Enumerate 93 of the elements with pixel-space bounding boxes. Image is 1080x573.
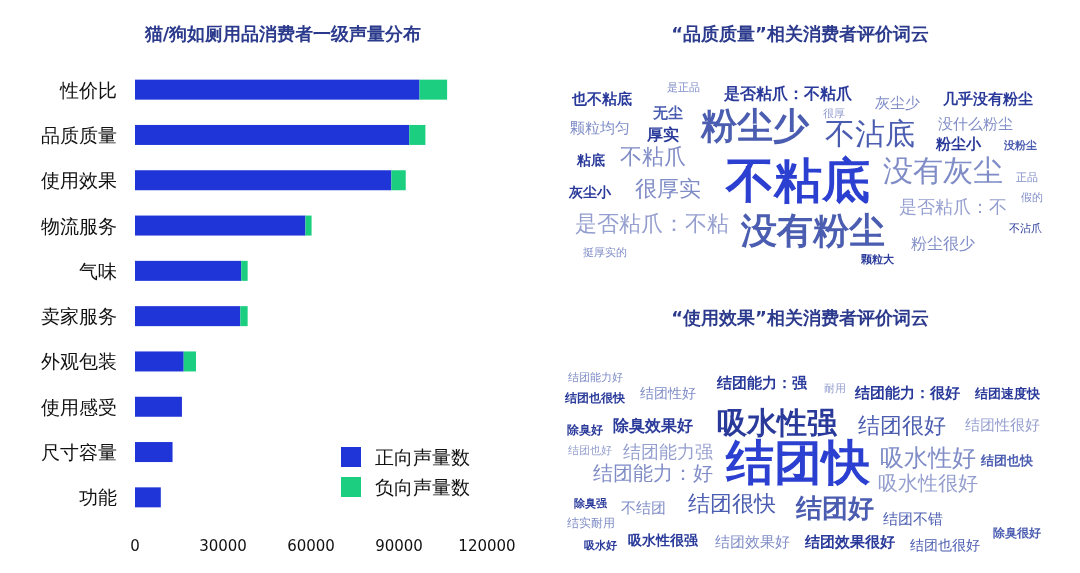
text: 结团能力：很好: [853, 384, 960, 403]
text: 吸水性好: [880, 443, 976, 472]
y-tick-label: 外观包装: [41, 350, 117, 373]
text: 除臭很好: [993, 526, 1041, 541]
text: 结团能力强: [623, 441, 713, 463]
text: 厚实: [646, 124, 679, 144]
text: 结团很好: [858, 412, 946, 438]
text: 结团也很好: [910, 537, 980, 554]
text: 耐用: [824, 381, 846, 395]
legend-label: 负向声量数: [375, 476, 470, 498]
y-tick-label: 卖家服务: [41, 305, 117, 328]
bar: [305, 215, 312, 236]
text: 结团性好: [640, 385, 696, 402]
bar: [391, 170, 406, 191]
text: 没有灰尘: [883, 152, 1003, 188]
text: 粘底: [576, 152, 605, 169]
text: 颗粒大: [859, 252, 895, 266]
text: 没粉尘: [1002, 138, 1037, 152]
text: 粉尘很少: [911, 233, 975, 253]
text: 结团也很快: [564, 391, 626, 406]
text: 不结团: [620, 499, 666, 518]
text: 假的: [1021, 190, 1043, 204]
x-tick-label: 0: [130, 537, 140, 555]
text: 也不粘底: [571, 90, 632, 109]
text: 结团效果好: [714, 533, 790, 552]
text: 结团能力：强: [716, 374, 808, 393]
text: 颗粒均匀: [570, 119, 630, 138]
bar: [135, 351, 184, 372]
bar: [241, 260, 248, 281]
text: “品质质量”相关消费者评价词云: [671, 23, 929, 44]
text: 结团不错: [883, 510, 943, 529]
text: 吸水好: [583, 538, 617, 552]
y-tick-label: 使用效果: [41, 169, 117, 192]
text: 无尘: [652, 104, 683, 123]
text: 正品: [1016, 170, 1038, 184]
y-tick-label: 气味: [79, 259, 117, 282]
text: 粉尘少: [700, 104, 810, 146]
text: 结团很快: [688, 490, 776, 516]
text: 吸水性很好: [878, 471, 978, 496]
bar: [409, 124, 426, 145]
bar: [419, 79, 448, 100]
text: 没什么粉尘: [937, 115, 1013, 134]
chart-title: 猫/狗如厕用品消费者一级声量分布: [143, 23, 422, 44]
bar: [183, 351, 197, 372]
text: 除臭好: [567, 423, 603, 438]
bar: [135, 442, 173, 463]
y-tick-label: 物流服务: [41, 214, 117, 237]
text: 吸水性很强: [628, 532, 699, 549]
text: 是否粘爪：不: [899, 196, 1007, 218]
y-tick-label: 功能: [79, 486, 117, 509]
bar: [135, 396, 182, 417]
bar: [135, 260, 242, 281]
text: 粉尘小: [934, 135, 982, 154]
text: “使用效果”相关消费者评价词云: [671, 307, 929, 328]
text: 是否粘爪：不粘: [575, 210, 729, 236]
bar: [135, 215, 306, 236]
text: 结团也好: [568, 443, 612, 457]
text: 没有粉尘: [740, 209, 885, 251]
legend-label: 正向声量数: [375, 446, 470, 468]
y-tick-label: 尺寸容量: [41, 441, 117, 464]
text: 是否粘爪：不粘爪: [723, 83, 853, 103]
text: 结团速度快: [973, 385, 1041, 401]
text: 结团能力好: [567, 370, 623, 384]
x-tick-label: 90000: [375, 537, 423, 555]
text: 不粘爪: [620, 143, 686, 169]
bar: [135, 79, 420, 100]
bar: [240, 306, 248, 327]
y-tick-label: 性价比: [59, 78, 117, 101]
bar: [135, 306, 241, 327]
text: 不粘底: [725, 152, 870, 209]
bar: [135, 124, 410, 145]
text: 灰尘少: [874, 94, 920, 113]
x-tick-label: 30000: [199, 537, 247, 555]
text: 结团也快: [980, 452, 1034, 468]
text: 结团效果很好: [804, 533, 895, 552]
text: 是正品: [666, 80, 700, 94]
y-tick-label: 品质质量: [41, 123, 117, 146]
text: 结团能力：好: [593, 461, 713, 486]
text: 灰尘小: [568, 184, 612, 201]
x-tick-label: 60000: [287, 537, 335, 555]
bar: [135, 170, 392, 191]
text: 不沾爪: [1008, 221, 1042, 235]
x-tick-label: 120000: [458, 537, 516, 555]
text: 除臭强: [573, 496, 608, 510]
text: 结团好: [795, 493, 874, 524]
text: 除臭效果好: [613, 415, 693, 435]
text: 很厚实: [635, 175, 701, 201]
text: 几乎没有粉尘: [942, 90, 1033, 109]
text: 结团性很好: [964, 416, 1040, 435]
text: 挺厚实的: [583, 245, 627, 259]
bar: [135, 487, 161, 508]
y-tick-label: 使用感受: [41, 395, 117, 418]
text: 结实耐用: [567, 516, 615, 531]
